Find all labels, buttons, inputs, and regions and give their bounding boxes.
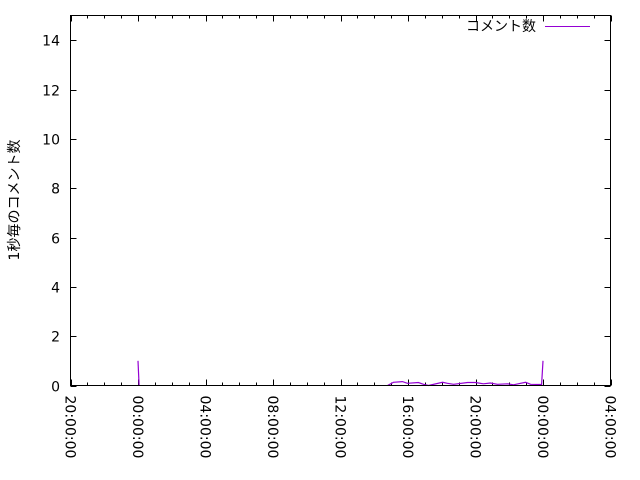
y-tick-label: 4 <box>51 281 60 297</box>
y-axis-label: 1秒毎のコメント数 <box>7 140 23 261</box>
y-tick-label: 2 <box>51 330 60 346</box>
x-tick-label: 00:00:00 <box>534 396 550 459</box>
x-tick-label: 00:00:00 <box>129 396 145 459</box>
plot-lines <box>137 360 544 387</box>
y-tick-label: 8 <box>51 182 60 198</box>
x-tick-label: 16:00:00 <box>399 396 415 459</box>
x-tick-label: 20:00:00 <box>62 396 78 459</box>
plot-border <box>70 15 611 386</box>
x-tick-label: 08:00:00 <box>264 396 280 459</box>
y-tick-labels: 0 2 4 6 8 10 12 14 <box>42 34 60 396</box>
axis-ticks <box>70 15 612 387</box>
y-tick-label: 6 <box>51 232 60 248</box>
series-line <box>137 360 140 386</box>
x-tick-label: 04:00:00 <box>197 396 213 459</box>
x-tick-label: 04:00:00 <box>602 396 618 459</box>
legend-label: コメント数 <box>466 19 536 35</box>
x-tick-label: 20:00:00 <box>467 396 483 459</box>
y-tick-label: 0 <box>51 380 60 396</box>
x-tick-label: 12:00:00 <box>332 396 348 459</box>
legend: コメント数 <box>466 19 590 35</box>
series-line <box>387 360 544 387</box>
y-tick-label: 10 <box>42 133 60 149</box>
y-tick-label: 12 <box>42 84 60 100</box>
x-tick-labels: 20:00:00 00:00:00 04:00:00 08:00:00 12:00:00… <box>62 396 618 459</box>
y-tick-label: 14 <box>42 34 60 50</box>
